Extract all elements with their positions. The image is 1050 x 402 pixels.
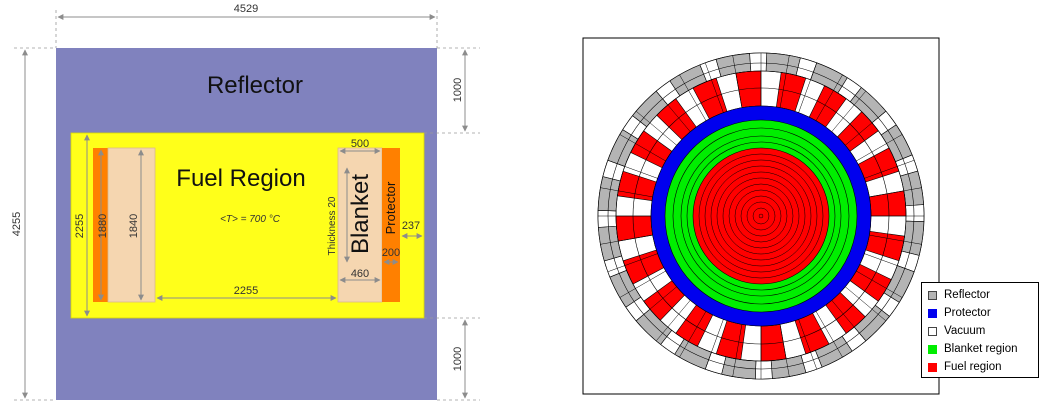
radial-line bbox=[856, 270, 903, 298]
radial-line bbox=[705, 62, 724, 113]
dim-height-total: 4255 bbox=[11, 212, 23, 236]
fuel-ring bbox=[728, 183, 794, 249]
dim-top-reflector: 1000 bbox=[452, 78, 464, 102]
swatch-fuel bbox=[928, 362, 937, 372]
fuel-ring bbox=[752, 207, 770, 225]
radial-line bbox=[869, 234, 922, 245]
radial-line bbox=[798, 62, 817, 113]
thickness-label: Thickness 20 bbox=[327, 196, 338, 255]
core-map bbox=[582, 37, 940, 395]
radial-line bbox=[815, 311, 843, 358]
legend-label: Fuel region bbox=[944, 361, 1002, 373]
dim-gap-237: 237 bbox=[402, 220, 420, 232]
dim-bottom-reflector: 1000 bbox=[452, 347, 464, 371]
radial-line bbox=[635, 111, 677, 146]
reflector-label: Reflector bbox=[207, 72, 303, 99]
temperature-label: <T> = 700 °C bbox=[220, 214, 281, 225]
radial-line bbox=[845, 286, 887, 321]
radial-line bbox=[779, 55, 790, 108]
legend-item-vacuum: Vacuum bbox=[928, 322, 1038, 340]
vacuum-sector bbox=[905, 204, 925, 222]
fuel-ring bbox=[722, 177, 800, 255]
fuel-region bbox=[692, 147, 830, 285]
swatch-blanket bbox=[928, 344, 937, 354]
core-rings bbox=[597, 52, 925, 380]
swatch-reflector bbox=[928, 290, 937, 300]
legend-label: Protector bbox=[944, 307, 991, 319]
dim-width-total: 4529 bbox=[234, 3, 258, 15]
fuel-region-label: Fuel Region bbox=[176, 165, 305, 192]
swatch-protector bbox=[928, 308, 937, 318]
fuel-ring bbox=[758, 213, 764, 219]
radial-line bbox=[600, 187, 653, 198]
radial-line bbox=[607, 160, 658, 179]
radial-line bbox=[656, 300, 691, 342]
fuel-ring bbox=[746, 201, 776, 231]
radial-line bbox=[600, 234, 653, 245]
legend-item-blanket: Blanket region bbox=[928, 340, 1038, 358]
radial-line bbox=[779, 324, 790, 377]
radial-line bbox=[798, 319, 817, 370]
radial-line bbox=[831, 90, 866, 132]
legend-item-reflector: Reflector bbox=[928, 286, 1038, 304]
dim-protector-200: 200 bbox=[382, 247, 400, 259]
fuel-ring bbox=[734, 189, 788, 243]
radial-line bbox=[679, 74, 707, 121]
fuel-ring bbox=[704, 159, 818, 273]
radial-line bbox=[732, 55, 743, 108]
fuel-ring bbox=[710, 165, 812, 267]
fuel-ring bbox=[698, 153, 824, 279]
dim-blanket-top: 500 bbox=[351, 138, 369, 150]
radial-line bbox=[619, 134, 666, 162]
fuel-ring bbox=[740, 195, 782, 237]
vacuum-sector bbox=[755, 360, 773, 380]
legend-item-fuel: Fuel region bbox=[928, 358, 1038, 376]
legend: Reflector Protector Vacuum Blanket regio… bbox=[921, 282, 1039, 378]
blanket-ring bbox=[680, 135, 842, 297]
swatch-vacuum bbox=[928, 326, 937, 336]
radial-line bbox=[869, 187, 922, 198]
blanket-label: Blanket bbox=[347, 174, 374, 254]
left-blanket-strip bbox=[107, 147, 156, 303]
dim-fuel-width: 2255 bbox=[234, 285, 258, 297]
legend-item-protector: Protector bbox=[928, 304, 1038, 322]
radial-line bbox=[732, 324, 743, 377]
legend-label: Blanket region bbox=[944, 343, 1018, 355]
dimension-lines bbox=[22, 14, 468, 399]
radial-line bbox=[856, 134, 903, 162]
blanket-ring bbox=[672, 127, 850, 305]
radial-line bbox=[831, 300, 866, 342]
radial-line bbox=[864, 253, 915, 272]
dim-blanket-bottom: 460 bbox=[351, 268, 369, 280]
legend-label: Reflector bbox=[944, 289, 991, 301]
vacuum-sector bbox=[597, 210, 617, 228]
blanket-ring bbox=[686, 141, 836, 291]
radial-line bbox=[815, 74, 843, 121]
dim-1880: 1880 bbox=[97, 214, 109, 238]
fuel-ring bbox=[716, 171, 806, 261]
radial-line bbox=[607, 253, 658, 272]
radial-line bbox=[619, 270, 666, 298]
extension-lines bbox=[14, 10, 480, 401]
radial-line bbox=[679, 311, 707, 358]
dim-core-height: 2255 bbox=[74, 214, 86, 238]
protector-label: Protector bbox=[383, 181, 398, 234]
legend-label: Vacuum bbox=[944, 325, 986, 337]
radial-line bbox=[635, 286, 677, 321]
radial-line bbox=[845, 111, 887, 146]
vacuum-sector bbox=[749, 52, 767, 72]
dim-1840: 1840 bbox=[128, 214, 140, 238]
cross-section-diagram: 4529 4255 1000 1000 2255 1880 1840 2255 … bbox=[11, 3, 480, 401]
radial-line bbox=[864, 160, 915, 179]
radial-line bbox=[656, 90, 691, 132]
radial-line bbox=[705, 319, 724, 370]
